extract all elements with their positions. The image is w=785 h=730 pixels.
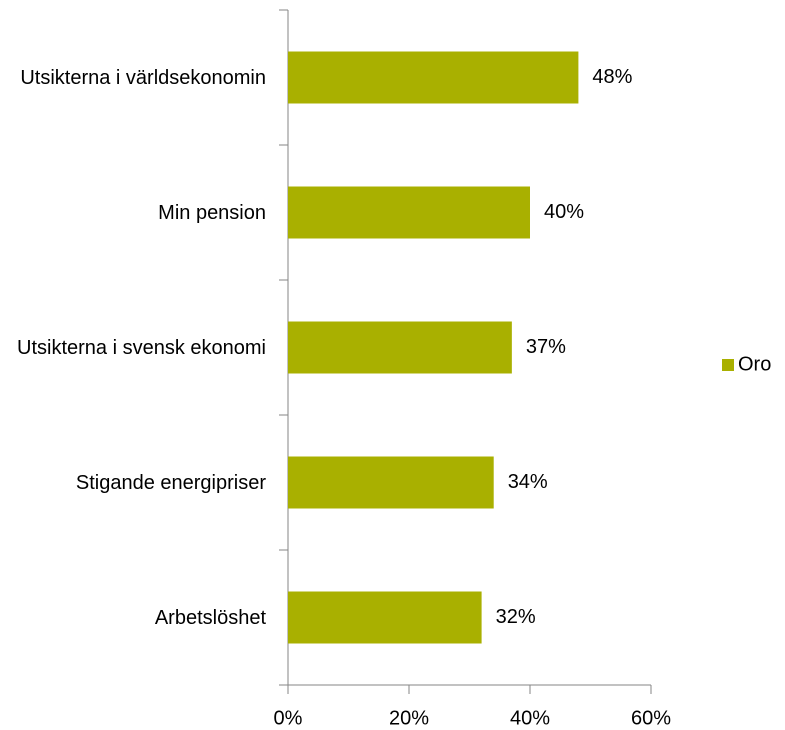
bar <box>288 591 482 644</box>
bar <box>288 51 579 104</box>
x-tick-label: 0% <box>274 707 303 729</box>
bar <box>288 321 512 374</box>
value-label: 48% <box>592 66 632 88</box>
x-tick-label: 20% <box>389 707 429 729</box>
legend-label: Oro <box>738 353 771 375</box>
y-tick-label: Utsikterna i världsekonomin <box>20 66 266 89</box>
bar <box>288 186 530 239</box>
value-label: 32% <box>496 606 536 628</box>
x-tick-label: 60% <box>631 707 671 729</box>
x-tick-label: 40% <box>510 707 550 729</box>
y-tick-label: Stigande energipriser <box>75 471 266 494</box>
y-tick-label: Utsikterna i svensk ekonomi <box>17 336 266 359</box>
value-label: 34% <box>508 471 548 493</box>
y-tick-label: Min pension <box>158 201 266 224</box>
value-label: 37% <box>526 336 566 358</box>
legend-swatch <box>722 359 734 371</box>
value-label: 40% <box>544 201 584 223</box>
y-tick-label: Arbetslöshet <box>154 606 266 629</box>
bar <box>288 456 494 509</box>
